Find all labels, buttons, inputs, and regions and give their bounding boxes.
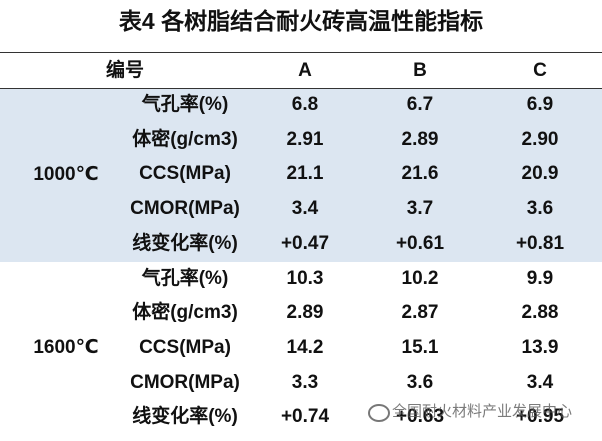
value-cell: 3.3 [291, 371, 319, 393]
watermark: 全国耐火材料产业发展中心 [392, 403, 573, 420]
value-cell: 6.8 [291, 94, 319, 115]
value-cell: +0.74 [280, 406, 330, 428]
value-cell: 20.9 [521, 163, 559, 185]
param-label: 体密(g/cm3) [132, 128, 238, 150]
group-band [0, 88, 602, 262]
value-cell: +0.95 [515, 406, 565, 428]
value-cell: +0.81 [515, 232, 565, 254]
value-cell: 3.4 [526, 371, 554, 393]
value-cell: +0.63 [395, 406, 445, 428]
param-label: 气孔率(%) [141, 94, 229, 115]
value-cell: +0.47 [280, 232, 330, 254]
value-cell: 6.9 [526, 94, 554, 115]
value-cell: 14.2 [286, 336, 324, 358]
value-cell: 3.6 [526, 198, 554, 220]
value-cell: +0.61 [395, 232, 445, 254]
value-cell: 2.89 [286, 302, 324, 324]
value-cell: 3.4 [291, 198, 319, 220]
param-label: 体密(g/cm3) [132, 302, 238, 324]
value-cell: 10.3 [286, 267, 324, 289]
value-cell: 15.1 [401, 336, 439, 358]
value-cell: 2.87 [401, 302, 439, 324]
value-cell: 21.6 [401, 163, 439, 185]
title: 表4 各树脂结合耐火砖高温性能指标 [118, 8, 484, 34]
group-label: 1000℃ [33, 163, 99, 185]
value-cell: 2.90 [521, 128, 559, 150]
value-cell: 21.1 [286, 163, 324, 185]
value-cell: 2.88 [521, 302, 559, 324]
param-label: CMOR(MPa) [130, 198, 240, 220]
param-label: CMOR(MPa) [130, 371, 240, 393]
value-cell: 13.9 [521, 336, 559, 358]
value-cell: 10.2 [401, 267, 439, 289]
value-cell: 3.7 [406, 198, 434, 220]
header-cell: A [298, 60, 312, 81]
value-cell: 2.89 [401, 128, 439, 150]
header-cell: C [533, 60, 547, 81]
param-label: 线变化率(%) [132, 232, 238, 254]
value-cell: 2.91 [286, 128, 324, 150]
watermark-icon [368, 404, 390, 422]
group-label: 1600℃ [33, 337, 99, 359]
top-rule [0, 52, 602, 53]
header-rule [0, 88, 602, 89]
param-label: 气孔率(%) [141, 267, 229, 289]
param-label: 线变化率(%) [132, 406, 238, 428]
header-cell: 编号 [105, 60, 145, 81]
param-label: CCS(MPa) [139, 336, 231, 358]
header-cell: B [413, 60, 427, 81]
param-label: CCS(MPa) [139, 163, 231, 185]
value-cell: 9.9 [526, 267, 554, 289]
value-cell: 6.7 [406, 94, 434, 115]
value-cell: 3.6 [406, 371, 434, 393]
